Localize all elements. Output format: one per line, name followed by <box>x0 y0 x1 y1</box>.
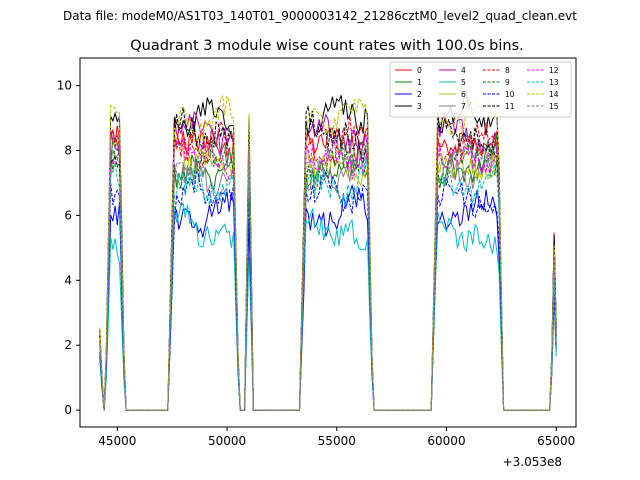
plot-frame <box>79 57 577 428</box>
legend-label: 11 <box>505 102 515 111</box>
legend-label: 9 <box>505 78 510 87</box>
series-line-13 <box>99 157 557 411</box>
x-offset-label: +3.053e8 <box>503 455 562 469</box>
legend-label: 4 <box>461 66 466 75</box>
x-tick-label: 65000 <box>537 434 575 448</box>
series-line-5 <box>99 202 557 411</box>
series-line-2 <box>99 183 557 411</box>
y-tick-label: 2 <box>64 338 72 352</box>
legend-label: 8 <box>505 66 510 75</box>
series-line-10 <box>99 170 557 411</box>
series-line-15 <box>99 130 557 411</box>
figure-suptitle: Data file: modeM0/AS1T03_140T01_90000031… <box>63 9 577 23</box>
legend-label: 5 <box>461 78 466 87</box>
legend-label: 2 <box>417 90 422 99</box>
legend-label: 0 <box>417 66 422 75</box>
series-line-6 <box>99 134 557 411</box>
legend-label: 13 <box>549 78 559 87</box>
legend-box <box>389 61 572 118</box>
x-tick-label: 55000 <box>318 434 356 448</box>
y-tick-label: 10 <box>57 79 72 93</box>
legend-label: 15 <box>549 102 559 111</box>
legend-label: 12 <box>549 66 559 75</box>
y-tick-label: 8 <box>64 143 72 157</box>
legend-label: 7 <box>461 102 466 111</box>
axes: 45000 50000 55000 60000 65000 0 2 4 6 8 10 <box>57 79 576 448</box>
series-layer <box>99 90 557 411</box>
legend-label: 10 <box>505 90 515 99</box>
chart-title: Quadrant 3 module wise count rates with … <box>130 38 524 54</box>
x-tick-label: 50000 <box>208 434 246 448</box>
series-line-4 <box>99 110 557 411</box>
legend-label: 14 <box>549 90 559 99</box>
legend-label: 1 <box>417 78 422 87</box>
y-tick-label: 6 <box>64 208 72 222</box>
legend-label: 6 <box>461 90 466 99</box>
y-tick-label: 4 <box>64 273 72 287</box>
legend-label: 3 <box>417 102 422 111</box>
series-line-12 <box>99 138 557 411</box>
x-tick-label: 60000 <box>427 434 465 448</box>
x-tick-label: 45000 <box>98 434 136 448</box>
y-tick-label: 0 <box>64 403 72 417</box>
